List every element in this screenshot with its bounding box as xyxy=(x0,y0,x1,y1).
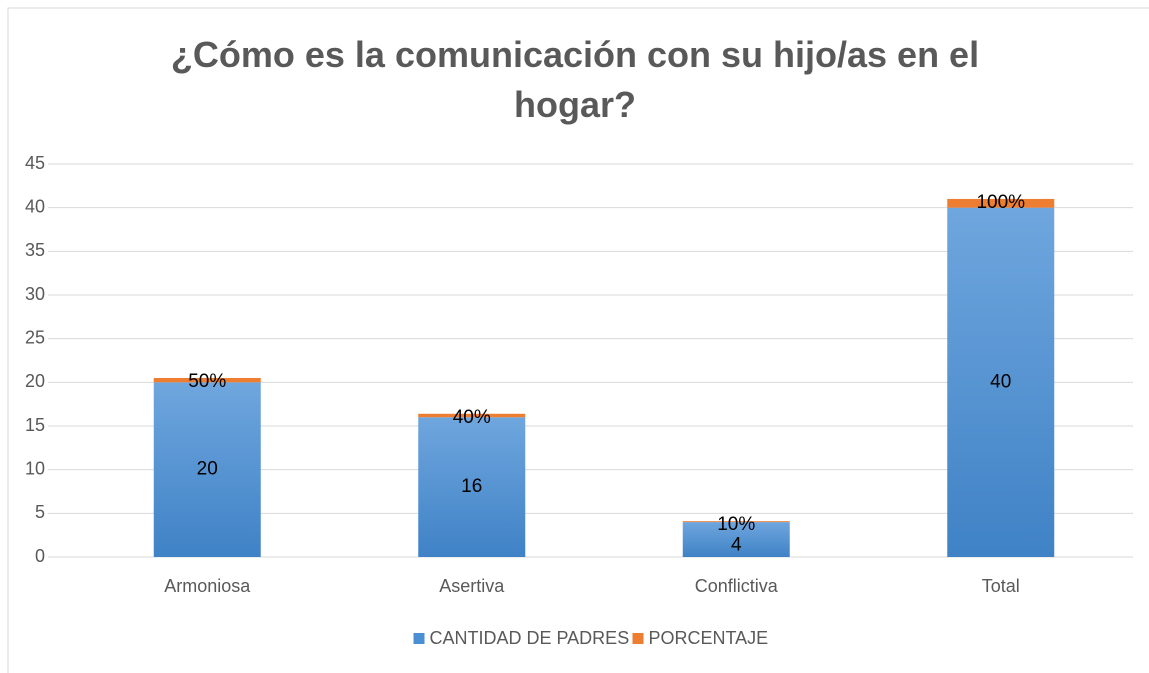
y-tick-label: 45 xyxy=(25,153,45,173)
y-tick-label: 15 xyxy=(25,415,45,435)
bar-segment xyxy=(947,198,1055,208)
data-label: 10% xyxy=(717,514,755,535)
data-label: 4 xyxy=(731,535,742,556)
y-tick-label: 0 xyxy=(35,546,45,566)
data-label: 40% xyxy=(453,407,491,428)
legend-label: CANTIDAD DE PADRES xyxy=(430,628,630,648)
bar-segment xyxy=(418,417,526,557)
legend-swatch xyxy=(413,633,425,644)
bar-segment xyxy=(947,207,1055,557)
bar-segment xyxy=(418,413,526,418)
chart-title: ¿Cómo es la comunicación con su hijo/as … xyxy=(170,34,980,125)
data-label: 16 xyxy=(461,476,482,497)
data-label: 50% xyxy=(188,371,226,392)
y-tick-label: 5 xyxy=(35,502,45,522)
y-tick-label: 10 xyxy=(25,458,45,478)
legend-swatch xyxy=(632,633,644,644)
bar-segment xyxy=(153,377,261,383)
y-tick-label: 35 xyxy=(25,240,45,260)
y-tick-label: 25 xyxy=(25,327,45,347)
bar-segment xyxy=(153,382,261,557)
x-tick-label: Conflictiva xyxy=(695,576,779,596)
bar-segment xyxy=(682,521,790,523)
y-tick-label: 30 xyxy=(25,284,45,304)
x-tick-label: Armoniosa xyxy=(164,576,251,596)
data-label: 40 xyxy=(990,371,1011,392)
data-label: 100% xyxy=(976,192,1025,213)
legend-label: PORCENTAJE xyxy=(649,628,769,648)
bar-segment xyxy=(682,522,790,557)
chart-border xyxy=(7,7,1149,673)
y-tick-label: 20 xyxy=(25,371,45,391)
x-tick-label: Total xyxy=(982,576,1020,596)
data-label: 20 xyxy=(197,459,218,480)
x-tick-label: Asertiva xyxy=(439,576,505,596)
y-tick-label: 40 xyxy=(25,196,45,216)
